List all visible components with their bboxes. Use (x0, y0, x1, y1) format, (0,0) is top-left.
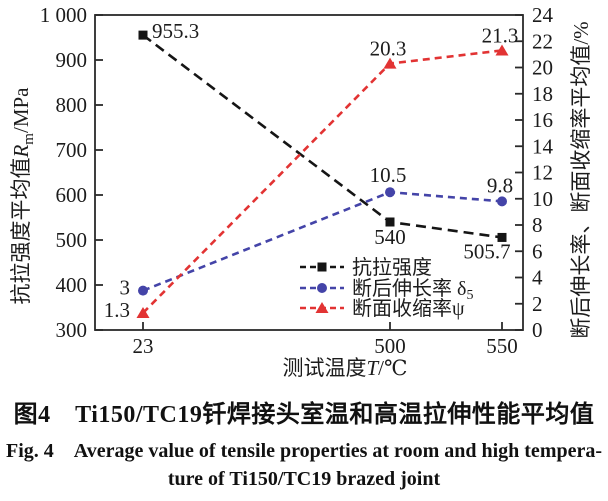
left-axis-tick-label: 700 (56, 138, 88, 162)
right-axis-tick-label: 12 (532, 161, 553, 185)
triangle-marker (136, 306, 150, 318)
right-axis-tick-label: 4 (532, 266, 543, 290)
data-label: 955.3 (152, 19, 199, 43)
left-axis-title: 抗拉强度平均值Rm/MPa (9, 87, 37, 305)
left-axis-tick-label: 300 (56, 318, 88, 342)
caption-chinese: 图4 Ti150/TC19钎焊接头室温和高温拉伸性能平均值 (13, 402, 595, 428)
circle-marker (138, 285, 148, 296)
series-line (142, 190, 503, 292)
left-axis-tick-label: 600 (56, 183, 88, 207)
right-axis-tick-label: 22 (532, 29, 553, 53)
circle-marker (385, 187, 395, 198)
data-label: 505.7 (463, 239, 510, 263)
left-axis-tick-label: 400 (56, 273, 88, 297)
caption-english-line1: Fig. 4 Average value of tensile properti… (5, 440, 603, 462)
triangle-legend-marker (315, 302, 329, 313)
right-axis-tick-label: 2 (532, 292, 543, 316)
right-axis-title: 断后伸长率、断面收缩率平均值/% (569, 21, 593, 338)
data-label: 9.8 (487, 173, 513, 197)
left-axis: 300 400 500 600 700 800 900 1 000 (40, 3, 103, 342)
right-axis-tick-label: 16 (532, 108, 553, 132)
series-line (142, 34, 503, 239)
right-axis-tick-label: 10 (532, 187, 553, 211)
series-tensile-strength: 955.3 540 505.7 (138, 19, 511, 263)
right-axis-tick-label: 6 (532, 239, 543, 263)
data-label: 1.3 (104, 298, 130, 322)
legend-label: 断面收缩率ψ (352, 297, 465, 320)
right-axis-tick-label: 0 (532, 318, 543, 342)
x-axis-tick-label: 23 (133, 334, 154, 358)
series-reduction-of-area: 1.3 20.3 21.3 (104, 23, 519, 322)
right-axis-tick-label: 8 (532, 213, 543, 237)
legend-label: 抗拉强度 (352, 256, 432, 279)
x-axis-title: 测试温度T/℃ (282, 356, 407, 380)
triangle-marker (383, 57, 397, 69)
data-label: 10.5 (370, 163, 407, 187)
data-label: 21.3 (482, 23, 519, 47)
right-axis-tick-label: 24 (532, 3, 554, 27)
square-marker (385, 217, 395, 227)
right-axis-tick-label: 20 (532, 56, 553, 80)
legend-label: 断后伸长率 δ5 (352, 277, 473, 303)
x-axis: 23 500 550 (133, 322, 518, 358)
caption-english-line2: ture of Ti150/TC19 brazed joint (167, 468, 441, 490)
data-label: 20.3 (370, 37, 407, 61)
x-axis-tick-label: 550 (486, 334, 518, 358)
left-axis-tick-label: 1 000 (40, 3, 87, 27)
circle-marker (497, 196, 507, 207)
square-marker (497, 232, 507, 242)
series-line (142, 49, 503, 314)
circle-legend-marker (317, 283, 327, 293)
right-axis-tick-label: 14 (532, 134, 554, 158)
series-elongation: 3 10.5 9.8 (120, 163, 514, 299)
left-axis-tick-label: 900 (56, 48, 88, 72)
triangle-marker (495, 44, 509, 56)
square-marker (138, 30, 148, 40)
square-legend-marker (317, 262, 327, 272)
data-label: 540 (374, 225, 406, 249)
x-axis-tick-label: 500 (374, 334, 406, 358)
data-label: 3 (120, 276, 131, 300)
left-axis-tick-label: 500 (56, 228, 88, 252)
right-axis-tick-label: 18 (532, 82, 553, 106)
left-axis-tick-label: 800 (56, 93, 88, 117)
